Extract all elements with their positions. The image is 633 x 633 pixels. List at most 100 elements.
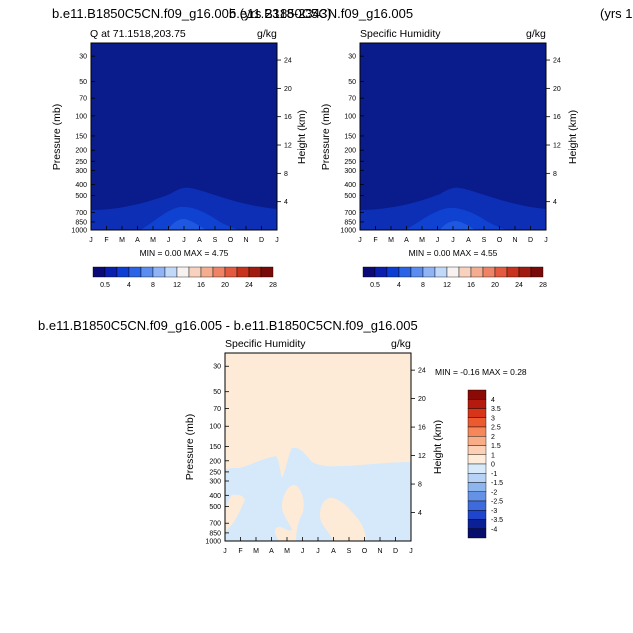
pressure-tick-label: 300 (75, 168, 87, 175)
month-tick-label: J (436, 237, 440, 244)
colorbar-box (140, 266, 154, 278)
colorbar-box (467, 463, 487, 474)
month-tick-label: J (358, 237, 362, 244)
month-tick-label: F (373, 237, 377, 244)
colorbar-box (188, 266, 202, 278)
month-tick-label: O (497, 237, 503, 244)
colorbar-box (467, 436, 487, 446)
colorbar-box (212, 266, 226, 278)
pressure-tick-label: 1000 (340, 228, 356, 235)
pressure-tick-label: 400 (344, 182, 356, 189)
panel-1-units: g/kg (257, 28, 277, 40)
colorbar-label: 28 (269, 282, 277, 289)
height-tick-label: 16 (284, 114, 292, 121)
month-tick-label: M (150, 237, 156, 244)
panel-1-axes: 30 50 70 100 150 200 250 300 400 500 700 850 1000 24 2… (71, 54, 291, 244)
panel-2-stats: MIN = 0.00 MAX = 4.55 (409, 248, 498, 258)
month-tick-label: J (409, 548, 413, 555)
pressure-tick-label: 300 (209, 478, 221, 485)
colorbar-label: 2 (491, 434, 495, 441)
height-tick-label: 24 (553, 58, 561, 65)
pressure-tick-label: 400 (209, 493, 221, 500)
colorbar-label: 28 (539, 282, 547, 289)
month-tick-label: A (466, 237, 471, 244)
panel-3-stats: MIN = -0.16 MAX = 0.28 (435, 367, 527, 377)
colorbar-box (467, 408, 487, 418)
pressure-tick-label: 100 (344, 113, 356, 120)
panel-1-colorbar: 0.5 4 8 12 16 20 24 28 (92, 266, 277, 289)
colorbar-box (467, 454, 487, 465)
pressure-tick-label: 850 (75, 219, 87, 226)
panel-2-axes: 30 50 70 100 150 200 250 300 400 500 700 850 1000 24 2… (340, 54, 560, 244)
height-tick-label: 4 (553, 199, 557, 206)
month-tick-label: M (253, 548, 259, 555)
height-tick-label: 16 (553, 114, 561, 121)
colorbar-box (236, 266, 250, 278)
colorbar-label: 4 (491, 397, 495, 404)
colorbar-box (92, 266, 106, 278)
pressure-tick-label: 700 (209, 521, 221, 528)
panel-1-contour-2 (140, 206, 240, 230)
month-tick-label: A (404, 237, 409, 244)
pressure-tick-label: 400 (75, 182, 87, 189)
colorbar-box (248, 266, 262, 278)
panel-2-contour-2 (405, 207, 508, 230)
month-tick-label: J (316, 548, 320, 555)
colorbar-box (164, 266, 178, 278)
colorbar-box (467, 445, 487, 455)
colorbar-label: -1.5 (491, 480, 503, 487)
pressure-tick-label: 50 (348, 79, 356, 86)
pressure-tick-label: 500 (209, 504, 221, 511)
page-title-left: b.e11.B1850C5CN.f09_g16.005 (yrs 2318-23… (52, 6, 331, 21)
colorbar-label: -1 (491, 471, 497, 478)
pressure-tick-label: 500 (75, 193, 87, 200)
month-tick-label: D (393, 548, 398, 555)
panel-3-ylabel-right: Height (km) (432, 420, 444, 474)
colorbar-box (494, 266, 508, 278)
month-tick-label: M (119, 237, 125, 244)
panel-3-axes: 30 50 70 100 150 200 250 300 400 500 700 850 1000 24 2… (205, 364, 425, 555)
colorbar-label: 12 (443, 282, 451, 289)
pressure-tick-label: 250 (75, 159, 87, 166)
height-tick-label: 24 (418, 368, 426, 375)
panel-2: Specific Humidity g/kg 30 50 70 100 150 200 25… (320, 28, 579, 289)
month-tick-label: J (89, 237, 93, 244)
colorbar-label: 2.5 (491, 425, 501, 432)
pressure-tick-label: 200 (344, 148, 356, 155)
month-tick-label: A (331, 548, 336, 555)
colorbar-label: -3 (491, 508, 497, 515)
colorbar-box (362, 266, 376, 278)
height-tick-label: 8 (284, 171, 288, 178)
month-tick-label: J (275, 237, 279, 244)
pressure-tick-label: 70 (213, 406, 221, 413)
panel-3-ylabel: Pressure (mb) (184, 414, 196, 481)
pressure-tick-label: 250 (209, 469, 221, 476)
panel-3-units: g/kg (391, 338, 411, 350)
pressure-tick-label: 300 (344, 168, 356, 175)
month-tick-label: F (238, 548, 242, 555)
colorbar-box (467, 500, 487, 511)
month-tick-label: D (259, 237, 264, 244)
colorbar-box (530, 266, 544, 278)
pressure-tick-label: 30 (348, 54, 356, 61)
colorbar-label: 0.5 (370, 282, 380, 289)
month-tick-label: S (213, 237, 218, 244)
colorbar-box (467, 473, 487, 483)
pressure-tick-label: 200 (209, 458, 221, 465)
month-tick-label: D (528, 237, 533, 244)
panel-1-title: Q at 71.1518,203.75 (90, 28, 186, 40)
colorbar-box (224, 266, 238, 278)
month-tick-label: F (104, 237, 108, 244)
colorbar-box (260, 266, 274, 278)
month-tick-label: J (301, 548, 305, 555)
pressure-tick-label: 30 (79, 54, 87, 61)
month-tick-label: A (197, 237, 202, 244)
height-tick-label: 16 (418, 425, 426, 432)
month-tick-label: S (347, 548, 352, 555)
pressure-tick-label: 150 (344, 133, 356, 140)
page-title-mid: b.e11.B1850C5CN.f09_g16.005 (229, 6, 413, 21)
panel-1-stats: MIN = 0.00 MAX = 4.75 (140, 248, 229, 258)
colorbar-box (467, 491, 487, 502)
panel-2-units: g/kg (526, 28, 546, 40)
